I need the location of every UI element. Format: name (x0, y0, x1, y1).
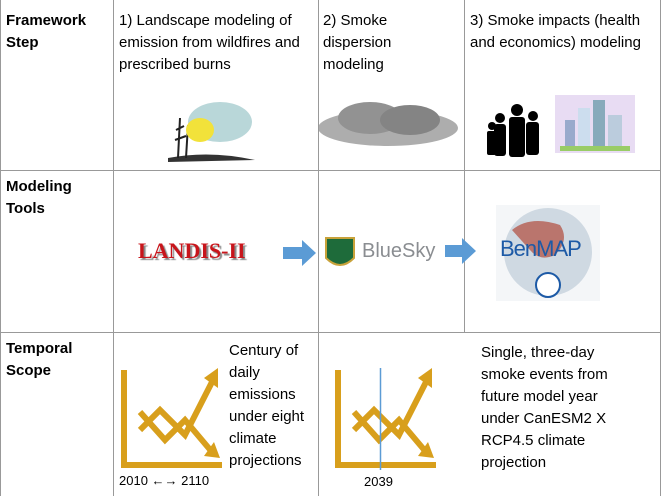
cell-text: 1) Landscape modeling of emission from w… (119, 12, 300, 73)
benmap-logo: BenMAP (500, 236, 582, 261)
head (488, 122, 496, 130)
cell-text: Single, three-day smoke events from futu… (481, 344, 608, 471)
arrowhead (204, 442, 220, 458)
arrow (283, 240, 316, 266)
bluesky-logo: BlueSky (362, 240, 436, 262)
body (494, 124, 506, 156)
arrowhead (418, 442, 434, 458)
body (526, 122, 539, 155)
body (509, 117, 525, 157)
fire-icon (168, 102, 255, 162)
building (608, 115, 622, 148)
city-icon (555, 95, 635, 153)
row-header: Modeling Tools (6, 178, 72, 217)
trend-icon (121, 370, 222, 468)
arrowhead (418, 368, 432, 388)
cell-text: 3) Smoke impacts (health and economics) … (470, 12, 641, 51)
cell-text: Century of daily emissions under eight c… (229, 342, 305, 469)
building (578, 108, 590, 148)
row-header: Framework Step (6, 12, 87, 51)
family-icon (487, 104, 539, 157)
cloud-icon (318, 102, 458, 146)
trend-icon (335, 370, 436, 468)
flame (186, 118, 214, 142)
arrowheads (204, 368, 220, 458)
cell-text: 2) Smoke dispersion modeling (323, 12, 392, 73)
cloud-part (380, 105, 440, 135)
trend-down (351, 410, 429, 454)
year-label: 2039 (364, 474, 393, 489)
arrowhead (204, 368, 218, 388)
trend-down (137, 410, 215, 454)
ground (168, 154, 255, 162)
year-label: 2010 ←→ 2110 (119, 473, 210, 488)
arrowheads (418, 368, 434, 458)
trees (174, 117, 189, 159)
axes (335, 370, 436, 468)
body (487, 131, 496, 155)
ground (560, 146, 630, 151)
head (528, 111, 538, 121)
land (512, 221, 564, 258)
shield-icon (325, 237, 355, 266)
head (495, 113, 505, 123)
epa-seal (535, 272, 561, 298)
building (593, 100, 605, 148)
axes (121, 370, 222, 468)
landis-logo: LANDIS-II (138, 238, 246, 263)
globe-icon (496, 205, 600, 301)
row-header: Temporal Scope (6, 340, 73, 379)
head (511, 104, 523, 116)
building (565, 120, 575, 148)
arrow (445, 238, 476, 264)
